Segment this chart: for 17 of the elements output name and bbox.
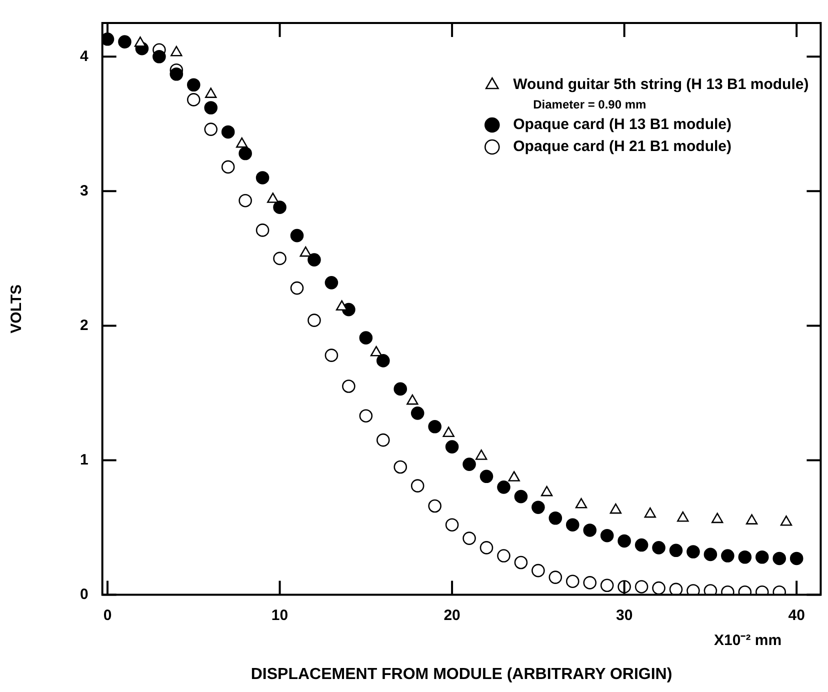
- x-tick-label: 40: [788, 606, 805, 624]
- x-tick-label: 0: [103, 606, 112, 624]
- x-tick-label: 10: [271, 606, 288, 624]
- legend-label: Wound guitar 5th string (H 13 B1 module): [513, 76, 809, 94]
- y-tick-label: 1: [80, 451, 88, 468]
- y-tick-label: 2: [80, 316, 88, 334]
- legend-label: Opaque card (H 13 B1 module): [513, 116, 732, 134]
- text: X10⁻² mm: [714, 632, 782, 649]
- legend-label: Opaque card (H 21 B1 module): [513, 138, 732, 156]
- y-axis-title: VOLTS: [8, 284, 26, 334]
- x-axis-title: DISPLACEMENT FROM MODULE (ARBITRARY ORIGIN): [250, 666, 672, 683]
- x-tick-label: 20: [444, 606, 460, 624]
- y-tick-label: 3: [80, 182, 88, 200]
- annotation: Diameter = 0.90 mm: [533, 97, 646, 112]
- y-tick-label: 4: [80, 48, 89, 65]
- x-tick-label: 30: [616, 606, 633, 624]
- y-tick-label: 0: [80, 586, 88, 603]
